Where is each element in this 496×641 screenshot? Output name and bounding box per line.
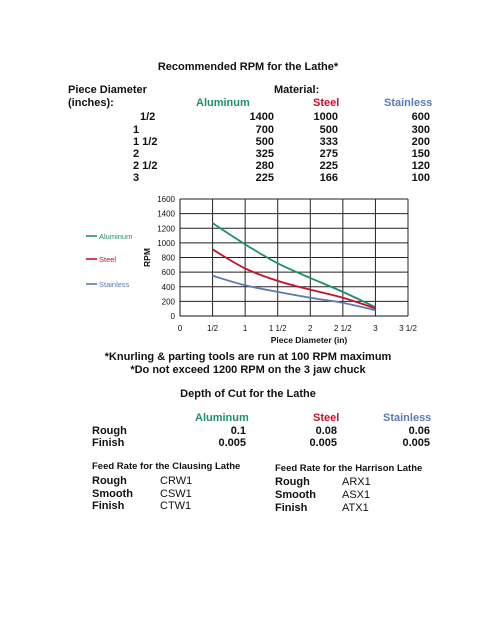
- y-tick-label: 600: [162, 268, 176, 277]
- feed-clausing-label: Rough: [92, 475, 127, 487]
- y-tick-label: 1000: [157, 239, 175, 248]
- feed-clausing-title: Feed Rate for the Clausing Lathe: [92, 461, 240, 472]
- x-tick-label: 1: [243, 324, 248, 333]
- y-tick-label: 0: [171, 312, 176, 321]
- note-knurling: *Knurling & parting tools are run at 100…: [0, 351, 496, 363]
- depth-value-aluminum: 0.1: [200, 425, 246, 437]
- y-axis-title: RPM: [142, 248, 152, 267]
- y-tick-label: 1400: [157, 210, 175, 219]
- feed-clausing-label: Smooth: [92, 488, 133, 500]
- rpm-chart: 0 200 400 600 800 1000 1200 1400 1600 0 1/2 1 1 1/2 2…: [0, 0, 496, 360]
- depth-row-label: Rough: [92, 425, 127, 437]
- depth-value-steel: 0.08: [300, 425, 337, 437]
- x-tick-label: 1/2: [207, 324, 219, 333]
- depth-title: Depth of Cut for the Lathe: [0, 388, 496, 400]
- x-tick-label: 0: [178, 324, 183, 333]
- depth-value-steel: 0.005: [300, 437, 337, 449]
- note-chuck: *Do not exceed 1200 RPM on the 3 jaw chu…: [0, 364, 496, 376]
- depth-header-stainless: Stainless: [383, 412, 431, 424]
- feed-clausing-code: CSW1: [160, 488, 192, 500]
- legend-label-stainless: Stainless: [99, 280, 130, 289]
- depth-value-aluminum: 0.005: [200, 437, 246, 449]
- legend-label-steel: Steel: [99, 255, 116, 264]
- feed-clausing-code: CTW1: [160, 500, 191, 512]
- feed-harrison-code: ARX1: [342, 476, 371, 488]
- series-line-stainless: [213, 276, 376, 310]
- feed-harrison-code: ASX1: [342, 489, 370, 501]
- y-tick-label: 400: [162, 283, 176, 292]
- legend-label-aluminum: Aluminum: [99, 232, 132, 241]
- x-tick-label: 1 1/2: [269, 324, 287, 333]
- depth-header-aluminum: Aluminum: [195, 412, 249, 424]
- feed-harrison-label: Finish: [275, 502, 307, 514]
- depth-row-label: Finish: [92, 437, 124, 449]
- y-tick-label: 200: [162, 297, 176, 306]
- x-tick-label: 3: [373, 324, 378, 333]
- x-tick-label: 2 1/2: [334, 324, 352, 333]
- feed-harrison-code: ATX1: [342, 502, 369, 514]
- x-tick-label: 3 1/2: [399, 324, 417, 333]
- y-tick-label: 1600: [157, 195, 175, 204]
- y-tick-label: 1200: [157, 224, 175, 233]
- depth-value-stainless: 0.005: [390, 437, 430, 449]
- feed-harrison-label: Smooth: [275, 489, 316, 501]
- x-tick-label: 2: [308, 324, 313, 333]
- depth-header-steel: Steel: [313, 412, 339, 424]
- feed-harrison-title: Feed Rate for the Harrison Lathe: [275, 463, 422, 474]
- x-axis-title: Piece Diameter (in): [271, 335, 348, 345]
- feed-clausing-label: Finish: [92, 500, 124, 512]
- feed-clausing-code: CRW1: [160, 475, 192, 487]
- depth-value-stainless: 0.06: [390, 425, 430, 437]
- y-tick-label: 800: [162, 254, 176, 263]
- feed-harrison-label: Rough: [275, 476, 310, 488]
- series-line-steel: [213, 249, 376, 308]
